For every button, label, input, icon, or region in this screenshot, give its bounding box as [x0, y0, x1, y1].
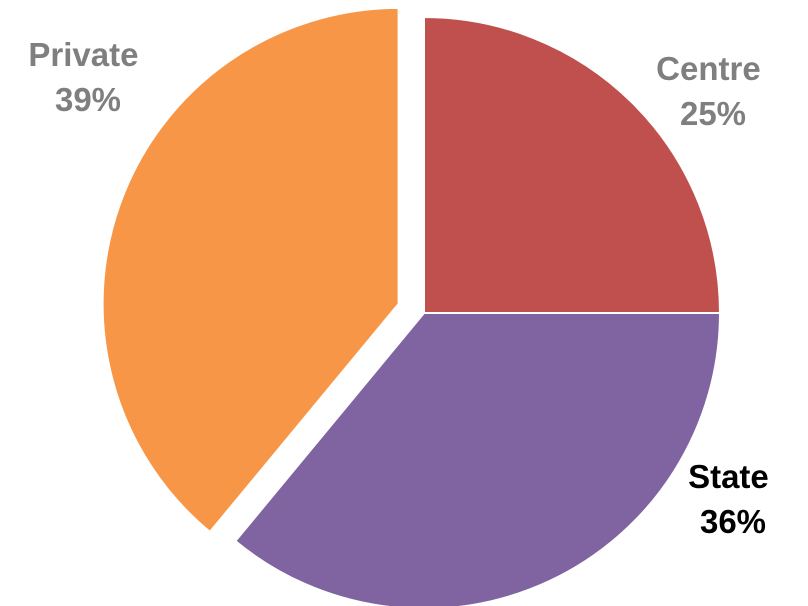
slice-label-state-value: 36% — [700, 503, 766, 540]
slice-label-state-name: State — [688, 458, 769, 495]
slice-label-private-name: Private — [28, 36, 138, 73]
slice-label-private-value: 39% — [55, 81, 121, 118]
slice-label-private: Private 39% — [28, 36, 147, 118]
pie-slice-centre — [423, 15, 722, 314]
slice-label-centre-value: 25% — [680, 95, 746, 132]
slice-label-state: State 36% — [688, 458, 778, 540]
pie-slices — [101, 6, 722, 606]
slice-label-centre-name: Centre — [656, 50, 761, 87]
pie-slice-private — [101, 6, 400, 534]
slice-label-centre: Centre 25% — [656, 50, 770, 132]
pie-slice-state — [233, 312, 722, 606]
pie-labels: Centre 25% State 36% Private 39% — [28, 36, 778, 540]
